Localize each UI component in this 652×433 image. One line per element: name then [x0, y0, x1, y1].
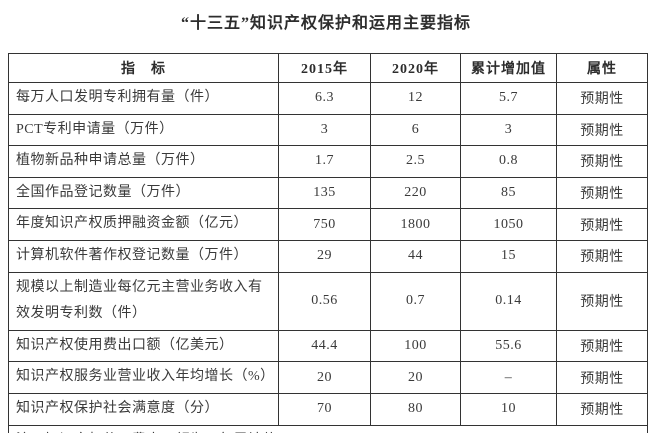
- table-row: 知识产权保护社会满意度（分） 70 80 10 预期性: [8, 392, 648, 426]
- header-2015: 2015年: [278, 53, 371, 83]
- value-increase-cell: 0.8: [460, 145, 557, 178]
- attribute-cell: 预期性: [556, 271, 648, 331]
- table-row: 知识产权服务业营业收入年均增长（%） 20 20 – 预期性: [8, 361, 648, 394]
- table-row: 规模以上制造业每亿元主营业务收入有效发明专利数（件） 0.56 0.7 0.14…: [8, 271, 648, 331]
- indicator-cell: 知识产权保护社会满意度（分）: [8, 392, 279, 426]
- indicator-cell: 年度知识产权质押融资金额（亿元）: [8, 208, 279, 241]
- attribute-cell: 预期性: [556, 145, 648, 178]
- value-2020-cell: 44: [370, 239, 461, 273]
- attribute-cell: 预期性: [556, 392, 648, 426]
- value-increase-cell: 55.6: [460, 329, 557, 363]
- header-attribute: 属性: [556, 53, 648, 83]
- value-increase-cell: 15: [460, 239, 557, 273]
- value-2020-cell: 1800: [370, 208, 461, 241]
- table-row: 全国作品登记数量（万件） 135 220 85 预期性: [8, 176, 648, 210]
- value-increase-cell: 10: [460, 392, 557, 426]
- value-2020-cell: 20: [370, 361, 461, 394]
- indicator-cell: 知识产权使用费出口额（亿美元）: [8, 329, 279, 363]
- page-title: “十三五”知识产权保护和运用主要指标: [180, 15, 471, 32]
- table-row: 知识产权使用费出口额（亿美元） 44.4 100 55.6 预期性: [8, 329, 648, 363]
- value-2020-cell: 220: [370, 176, 461, 210]
- header-row: 指 标 2015年 2020年 累计增加值 属性: [8, 53, 648, 83]
- header-2020: 2020年: [370, 53, 461, 83]
- value-2020-cell: 6: [370, 113, 461, 147]
- table-row: 植物新品种申请总量（万件） 1.7 2.5 0.8 预期性: [8, 145, 648, 178]
- value-increase-cell: 0.14: [460, 271, 557, 331]
- indicator-cell: 每万人口发明专利拥有量（件）: [8, 82, 279, 115]
- value-2020-cell: 0.7: [370, 271, 461, 331]
- value-2015-cell: 44.4: [278, 329, 371, 363]
- note-row: 注：知识产权使用费出口额为五年累计值。: [8, 424, 648, 433]
- value-increase-cell: 1050: [460, 208, 557, 241]
- value-increase-cell: 3: [460, 113, 557, 147]
- value-2020-cell: 100: [370, 329, 461, 363]
- header-indicator: 指 标: [8, 53, 279, 83]
- value-2015-cell: 6.3: [278, 82, 371, 115]
- value-2015-cell: 0.56: [278, 271, 371, 331]
- indicator-cell: 全国作品登记数量（万件）: [8, 176, 279, 210]
- value-2015-cell: 135: [278, 176, 371, 210]
- attribute-cell: 预期性: [556, 361, 648, 394]
- attribute-cell: 预期性: [556, 176, 648, 210]
- value-2020-cell: 12: [370, 82, 461, 115]
- value-2015-cell: 70: [278, 392, 371, 426]
- header-increase: 累计增加值: [460, 53, 557, 83]
- value-2015-cell: 1.7: [278, 145, 371, 178]
- value-2015-cell: 3: [278, 113, 371, 147]
- table-row: PCT专利申请量（万件） 3 6 3 预期性: [8, 113, 648, 147]
- indicator-cell: 植物新品种申请总量（万件）: [8, 145, 279, 178]
- indicator-cell: 规模以上制造业每亿元主营业务收入有效发明专利数（件）: [8, 271, 279, 331]
- indicator-cell: PCT专利申请量（万件）: [8, 113, 279, 147]
- value-2015-cell: 750: [278, 208, 371, 241]
- attribute-cell: 预期性: [556, 113, 648, 147]
- value-2020-cell: 2.5: [370, 145, 461, 178]
- indicators-table: 指 标 2015年 2020年 累计增加值 属性 每万人口发明专利拥有量（件） …: [8, 53, 648, 433]
- value-2015-cell: 29: [278, 239, 371, 273]
- value-2015-cell: 20: [278, 361, 371, 394]
- attribute-cell: 预期性: [556, 329, 648, 363]
- value-increase-cell: –: [460, 361, 557, 394]
- value-2020-cell: 80: [370, 392, 461, 426]
- indicator-cell: 知识产权服务业营业收入年均增长（%）: [8, 361, 279, 394]
- attribute-cell: 预期性: [556, 239, 648, 273]
- attribute-cell: 预期性: [556, 208, 648, 241]
- table-row: 年度知识产权质押融资金额（亿元） 750 1800 1050 预期性: [8, 208, 648, 241]
- table-row: 计算机软件著作权登记数量（万件） 29 44 15 预期性: [8, 239, 648, 273]
- table-row: 每万人口发明专利拥有量（件） 6.3 12 5.7 预期性: [8, 82, 648, 115]
- value-increase-cell: 5.7: [460, 82, 557, 115]
- value-increase-cell: 85: [460, 176, 557, 210]
- attribute-cell: 预期性: [556, 82, 648, 115]
- indicator-cell: 计算机软件著作权登记数量（万件）: [8, 239, 279, 273]
- table-note: 注：知识产权使用费出口额为五年累计值。: [8, 424, 648, 433]
